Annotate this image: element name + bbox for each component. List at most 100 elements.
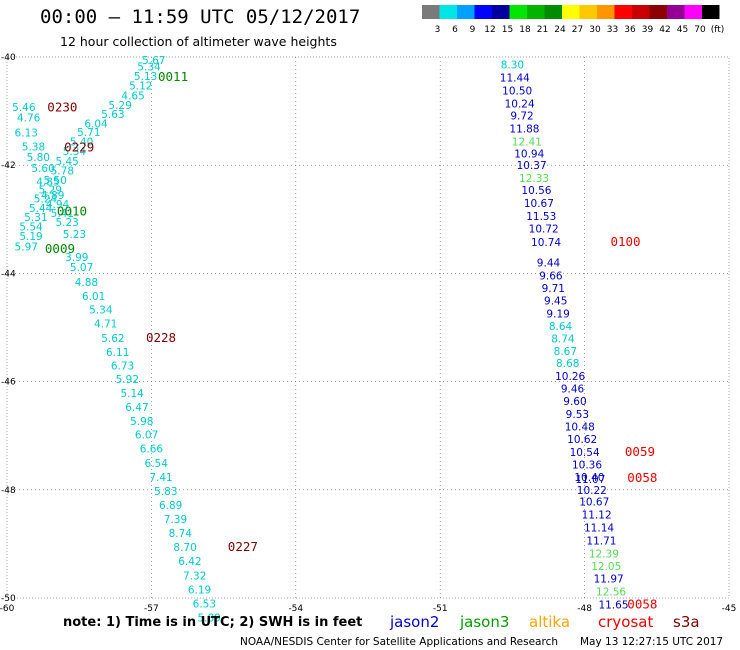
wave-height-point: 5.92 [116, 374, 139, 386]
scale-label: 9 [470, 25, 476, 35]
plot-frame [6, 56, 730, 599]
legend-jason2: jason2 [389, 613, 439, 631]
scale-label: 12 [484, 25, 495, 35]
wave-height-point: 5.34 [63, 146, 87, 158]
wave-height-point: 9.46 [561, 384, 585, 396]
scale-swatch [492, 5, 510, 19]
wave-height-point: 10.22 [577, 485, 607, 497]
x-tick-label: -48 [577, 604, 592, 614]
wave-height-point: 9.53 [566, 409, 589, 421]
wave-height-point: 11.14 [584, 523, 614, 535]
scale-swatch [544, 5, 562, 19]
wave-height-point: 10.26 [555, 371, 585, 383]
y-tick-label: -48 [1, 486, 16, 496]
wave-height-point: 6.47 [125, 402, 148, 414]
scale-swatch [562, 5, 580, 19]
wave-height-point: 9.44 [537, 258, 561, 270]
scale-label: 24 [554, 25, 566, 35]
scale-label: 21 [537, 25, 548, 35]
wave-height-point: 6.89 [159, 500, 182, 512]
scale-label: 15 [502, 25, 513, 35]
wave-height-point: 6.01 [82, 291, 105, 303]
y-tick-label: -40 [1, 53, 16, 63]
scale-label: 70 [694, 25, 706, 35]
wave-height-point: 9.60 [563, 396, 586, 408]
wave-height-point: 6.13 [15, 128, 38, 140]
scale-swatch [649, 5, 667, 19]
wave-height-point: 11.88 [509, 123, 539, 135]
scale-label: 42 [659, 25, 670, 35]
wave-height-point: 5.67 [142, 55, 165, 67]
wave-height-point: 8.70 [173, 542, 196, 554]
wave-height-point: 12.33 [519, 173, 549, 185]
wave-height-point: 5.97 [15, 241, 38, 253]
footer-timestamp: May 13 12:27:15 UTC 2017 [580, 636, 723, 648]
wave-height-point: 3.99 [65, 252, 88, 264]
wave-height-point: 5.23 [55, 217, 78, 229]
wave-height-point: 4.71 [94, 319, 117, 331]
pass-time-label: 0100 [610, 234, 640, 249]
wave-height-point: 7.39 [164, 514, 187, 526]
wave-height-point: 4.88 [75, 277, 98, 289]
wave-height-point: 5.23 [63, 229, 86, 241]
wave-height-point: 5.19 [19, 231, 42, 243]
scale-swatch [579, 5, 597, 19]
wave-height-point: 5.12 [129, 81, 152, 93]
wave-height-point: 6.73 [111, 360, 134, 372]
legend-jason3: jason3 [459, 613, 509, 631]
wave-height-point: 5.78 [51, 166, 74, 178]
scale-swatch [684, 5, 702, 19]
wave-height-point: 10.56 [521, 185, 551, 197]
wave-height-point: 8.74 [551, 333, 575, 345]
scale-swatch [422, 5, 440, 19]
wave-height-point: 10.24 [505, 99, 535, 111]
scale-swatch [702, 5, 720, 19]
plot-grid: -60 -57 -54 -51 -48 -45 -40 -42 -44 -46 -48 -50 [0, 53, 736, 614]
wave-height-point: 11.44 [500, 73, 530, 85]
wave-height-point: 6.66 [140, 444, 164, 456]
scale-swatch [457, 5, 475, 19]
wave-height-point: 11.53 [526, 211, 556, 223]
x-tick-label: -60 [0, 604, 15, 614]
x-tick-label: -45 [722, 604, 737, 614]
pass-time-label: 0059 [625, 444, 655, 459]
pass-time-label: 0058 [627, 596, 657, 611]
wave-height-point: 5.83 [154, 486, 177, 498]
wave-height-point: 5.13 [134, 71, 157, 83]
wave-height-point: 11.71 [586, 536, 616, 548]
pass-time-label: 0058 [627, 470, 657, 485]
wave-height-point: 4.89 [41, 190, 64, 202]
wave-height-point: 4.94 [46, 199, 70, 211]
wave-height-point: 10.74 [531, 237, 561, 249]
pass-time-label: 0230 [47, 99, 77, 114]
wave-height-point: 9.66 [539, 271, 563, 283]
wave-height-point: 5.29 [39, 185, 62, 197]
wave-height-point: 11.12 [582, 510, 612, 522]
footer-note: note: 1) Time is in UTC; 2) SWH is in fe… [63, 615, 362, 630]
wave-height-point: 5.38 [22, 141, 45, 153]
wave-height-point: 5.63 [101, 109, 124, 121]
wave-height-point: 5.24 [34, 194, 58, 206]
x-tick-label: -51 [433, 604, 448, 614]
wave-height-point: 5.31 [24, 212, 47, 224]
wave-height-point: 5.46 [12, 102, 36, 114]
wave-height-point: 5.34 [137, 62, 161, 74]
wave-height-point: 9.45 [544, 295, 567, 307]
legend-altika: altika [529, 613, 570, 631]
scale-label: 6 [452, 25, 458, 35]
chart-subtitle: 12 hour collection of altimeter wave hei… [60, 34, 337, 49]
wave-height-point: 10.67 [524, 198, 554, 210]
wave-height-point: 4.76 [17, 113, 41, 125]
wave-height-point: 8.64 [549, 321, 573, 333]
y-tick-label: -44 [1, 269, 16, 279]
wave-height-point: 5.29 [108, 100, 131, 112]
wave-height-point: 8.67 [554, 346, 577, 358]
scale-label: 39 [642, 25, 654, 35]
scale-swatch [474, 5, 492, 19]
wave-height-point: 5.40 [70, 136, 93, 148]
wave-height-point: 12.41 [512, 136, 542, 148]
wave-height-point: 12.39 [589, 549, 619, 561]
scale-label: 30 [589, 25, 601, 35]
wave-height-point: 7.41 [149, 472, 172, 484]
